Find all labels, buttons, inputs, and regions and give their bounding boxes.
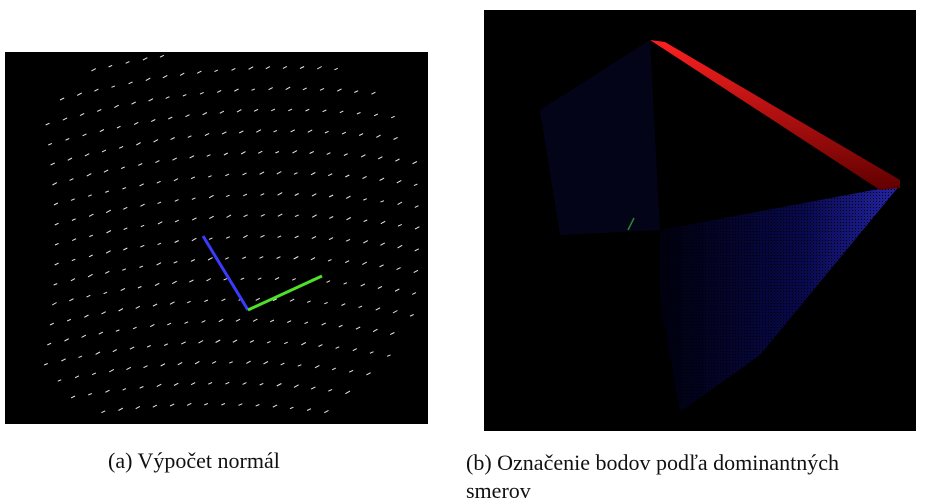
normals-image [5,52,428,424]
caption-b-line-1: (b) Označenie bodov podľa dominantných [466,450,839,476]
caption-a: (a) Výpočet normál [108,448,280,474]
figure-images [0,0,940,440]
caption-b-line-2: smerov [466,478,531,504]
